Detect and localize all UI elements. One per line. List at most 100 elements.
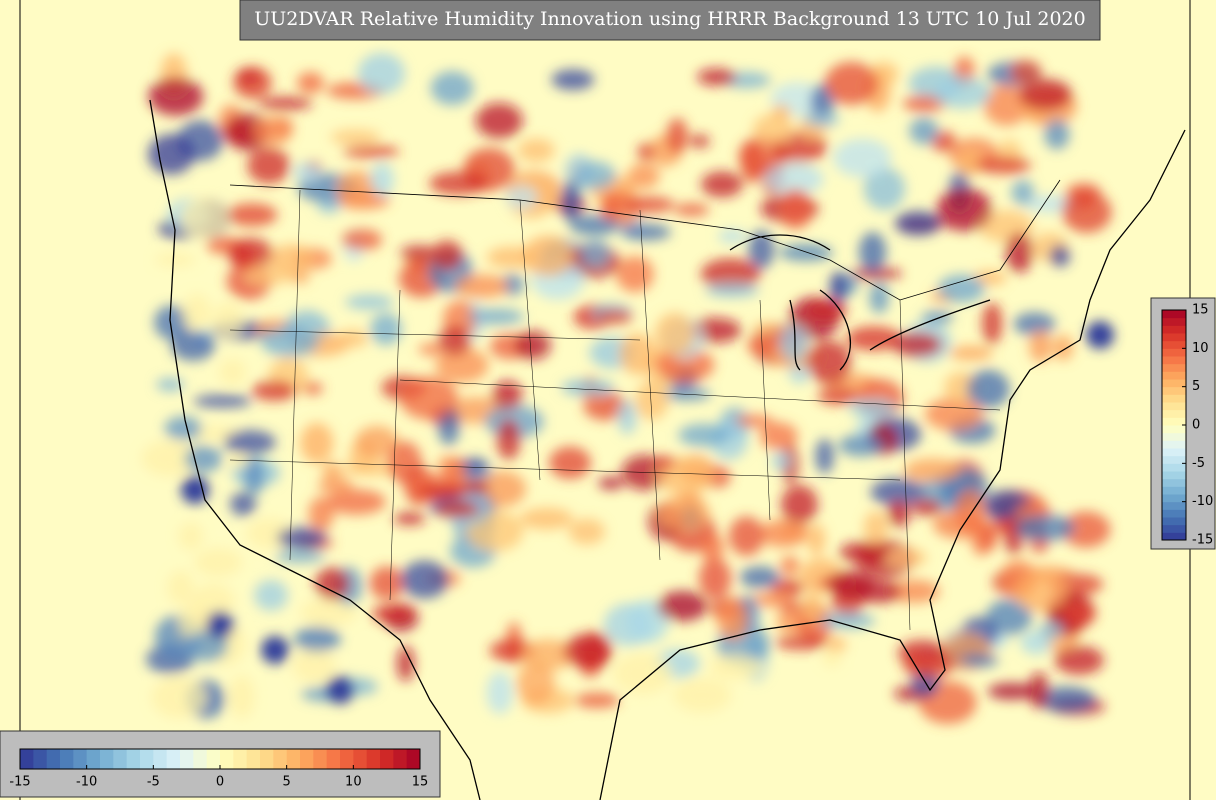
field-patch — [258, 96, 313, 111]
great-lakes — [729, 234, 991, 371]
field-patch — [275, 550, 325, 563]
colorbar-step — [33, 749, 48, 769]
colorbar-step — [1162, 448, 1186, 457]
colorbar-step — [233, 749, 248, 769]
field-patch — [937, 274, 985, 303]
colorbar-tick-label: -15 — [1192, 533, 1213, 548]
field-patch — [839, 541, 891, 564]
field-patch — [780, 484, 818, 525]
field-patch — [957, 149, 983, 176]
field-patch — [634, 381, 669, 421]
field-patch — [617, 400, 637, 435]
state-lines — [229, 189, 1001, 631]
field-patch — [909, 117, 939, 145]
field-patch — [342, 229, 383, 251]
field-patch — [505, 185, 539, 210]
colorbar-right: 15 10 5 0 -5 -10 -15 — [1161, 303, 1213, 548]
colorbar-step — [1162, 348, 1186, 357]
field-patch — [183, 294, 212, 330]
field-patch — [717, 229, 747, 243]
field-patch — [206, 611, 234, 639]
field-patch — [475, 102, 523, 139]
field-patch — [297, 72, 324, 94]
field-patch — [568, 518, 606, 545]
field-patch — [233, 66, 272, 99]
field-patch — [580, 238, 611, 268]
field-patch — [803, 112, 840, 127]
field-patch — [251, 380, 297, 401]
field-patch — [858, 231, 887, 273]
humidity-field — [141, 52, 1114, 725]
colorbar-tick-label: 10 — [345, 775, 362, 790]
colorbar-step — [1162, 440, 1186, 449]
field-patch — [330, 129, 381, 145]
colorbar-step — [1162, 486, 1186, 495]
colorbar-step — [1162, 494, 1186, 503]
colorbar-step — [46, 749, 61, 769]
colorbar-bottom: -15 -10 -5 0 5 10 15 — [9, 748, 428, 790]
field-patch — [314, 567, 350, 601]
field-patch — [308, 496, 334, 532]
colorbar-tick-label: -10 — [1192, 494, 1213, 509]
field-patch — [561, 379, 615, 396]
field-patch — [520, 639, 575, 671]
colorbar-step — [1162, 363, 1186, 372]
colorbar-tick-label: 0 — [1192, 418, 1200, 433]
field-patch — [700, 171, 744, 198]
field-patch — [194, 548, 242, 577]
colorbar-step — [1162, 524, 1186, 533]
field-patch — [345, 294, 394, 310]
field-patch — [574, 692, 620, 709]
colorbar-step — [1162, 455, 1186, 464]
colorbar-step — [1162, 432, 1186, 441]
field-patch — [1061, 191, 1112, 233]
field-patch — [227, 454, 249, 468]
field-patch — [655, 347, 715, 383]
field-patch — [229, 492, 257, 516]
field-patch — [400, 245, 438, 261]
field-patch — [863, 167, 906, 210]
field-patch — [838, 434, 884, 457]
field-patch — [574, 161, 616, 190]
field-patch — [870, 478, 927, 507]
field-patch — [317, 477, 354, 494]
field-patch — [674, 203, 710, 217]
field-patch — [300, 422, 334, 464]
field-patch — [779, 521, 808, 542]
field-patch — [1028, 671, 1050, 709]
field-patch — [827, 570, 876, 599]
field-patch — [430, 71, 474, 106]
field-patch — [911, 498, 942, 516]
field-patch — [181, 476, 209, 504]
colorbar-step — [73, 749, 88, 769]
field-patch — [228, 675, 255, 719]
field-patch — [435, 347, 489, 383]
colorbar-step — [1162, 394, 1186, 403]
field-patch — [294, 626, 341, 652]
colorbar-step — [1162, 417, 1186, 426]
field-patch — [655, 312, 695, 355]
field-patch — [627, 163, 660, 189]
field-patch — [621, 196, 675, 214]
field-patch — [178, 602, 211, 641]
colorbar-tick-label: 10 — [1192, 341, 1209, 356]
field-patch — [321, 462, 343, 480]
field-patch — [469, 308, 525, 325]
field-patch — [1044, 119, 1070, 150]
field-patch — [147, 133, 195, 175]
colorbar-step — [393, 749, 408, 769]
field-patch — [370, 162, 395, 197]
field-patch — [1013, 312, 1056, 336]
field-patch — [254, 579, 288, 611]
field-patch — [829, 271, 848, 305]
field-patch — [637, 143, 654, 161]
field-patch — [551, 69, 595, 91]
colorbar-step — [180, 749, 194, 769]
field-patch — [735, 414, 774, 428]
field-patch — [454, 274, 510, 299]
field-patch — [560, 180, 582, 221]
colorbar-step — [153, 749, 168, 769]
field-patch — [822, 648, 842, 667]
colorbar-step — [1162, 379, 1186, 388]
